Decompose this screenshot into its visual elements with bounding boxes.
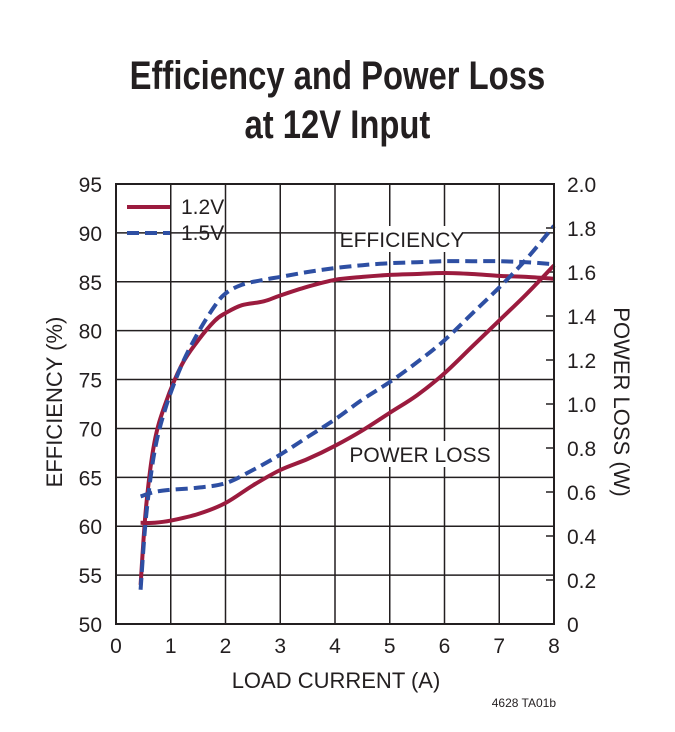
plot-frame [115, 183, 555, 625]
y-left-tick-labels: 50 55 60 65 70 75 80 85 90 95 [79, 174, 102, 637]
y-right-tick-label: 0 [567, 614, 579, 637]
series-power-loss-1-5v [139, 224, 556, 499]
efficiency-annotation: EFFICIENCY [340, 229, 465, 252]
legend-label-1-5v: 1.5V [181, 222, 224, 245]
figure-id: 4628 TA01b [492, 696, 557, 710]
efficiency-label-bg [342, 226, 462, 252]
y-left-tick-label: 55 [79, 565, 102, 588]
y-right-tick-label: 0.6 [567, 482, 596, 505]
y-right-axis-label: POWER LOSS (W) [609, 307, 634, 496]
y-left-tick-label: 90 [79, 223, 102, 246]
y-left-axis-label: EFFICIENCY (%) [42, 317, 67, 488]
series-group [138, 224, 556, 590]
x-tick-labels: 0 1 2 3 4 5 6 7 8 [110, 635, 560, 658]
series-efficiency-1-5v [138, 259, 555, 590]
y-left-tick-label: 95 [79, 174, 102, 197]
y-left-tick-label: 50 [79, 614, 102, 637]
x-tick-label: 8 [548, 635, 560, 658]
y-right-tick-label: 1.4 [567, 306, 597, 329]
y-right-tick-label: 1.0 [567, 394, 596, 417]
y-left-tick-label: 70 [79, 418, 102, 441]
x-tick-label: 2 [220, 635, 232, 658]
y-right-tick-labels: 0 0.2 0.4 0.6 0.8 1.0 1.2 1.4 1.6 1.8 2.0 [567, 174, 597, 637]
x-axis-label: LOAD CURRENT (A) [232, 668, 441, 693]
x-tick-label: 7 [493, 635, 505, 658]
y-left-tick-label: 75 [79, 370, 102, 393]
x-tick-label: 0 [110, 635, 122, 658]
y-right-tick-label: 1.6 [567, 262, 596, 285]
x-tick-label: 3 [274, 635, 286, 658]
y-left-tick-label: 60 [79, 516, 102, 539]
y-right-tick-label: 2.0 [567, 174, 596, 197]
x-tick-label: 1 [165, 635, 177, 658]
x-tick-label: 6 [439, 635, 451, 658]
power-loss-label-bg [349, 441, 489, 467]
x-tick-label: 4 [329, 635, 341, 658]
y-left-tick-label: 65 [79, 467, 102, 490]
legend: 1.2V 1.5V [127, 196, 224, 245]
y-right-tick-label: 0.2 [567, 570, 596, 593]
power-loss-annotation: POWER LOSS [349, 444, 490, 467]
chart-title-line-2: at 12V Input [244, 103, 431, 147]
legend-label-1-2v: 1.2V [181, 196, 224, 219]
x-tick-label: 5 [384, 635, 396, 658]
series-power-loss-1-2v [140, 264, 556, 525]
y-right-tick-label: 1.8 [567, 218, 596, 241]
y-right-tick-label: 0.4 [567, 526, 597, 549]
chart-title-line-1: Efficiency and Power Loss [129, 54, 546, 98]
grid [115, 183, 555, 625]
y-right-tick-label: 0.8 [567, 438, 596, 461]
y-left-tick-label: 80 [79, 321, 102, 344]
y-right-tick-label: 1.2 [567, 350, 596, 373]
y-left-tick-label: 85 [79, 272, 102, 295]
